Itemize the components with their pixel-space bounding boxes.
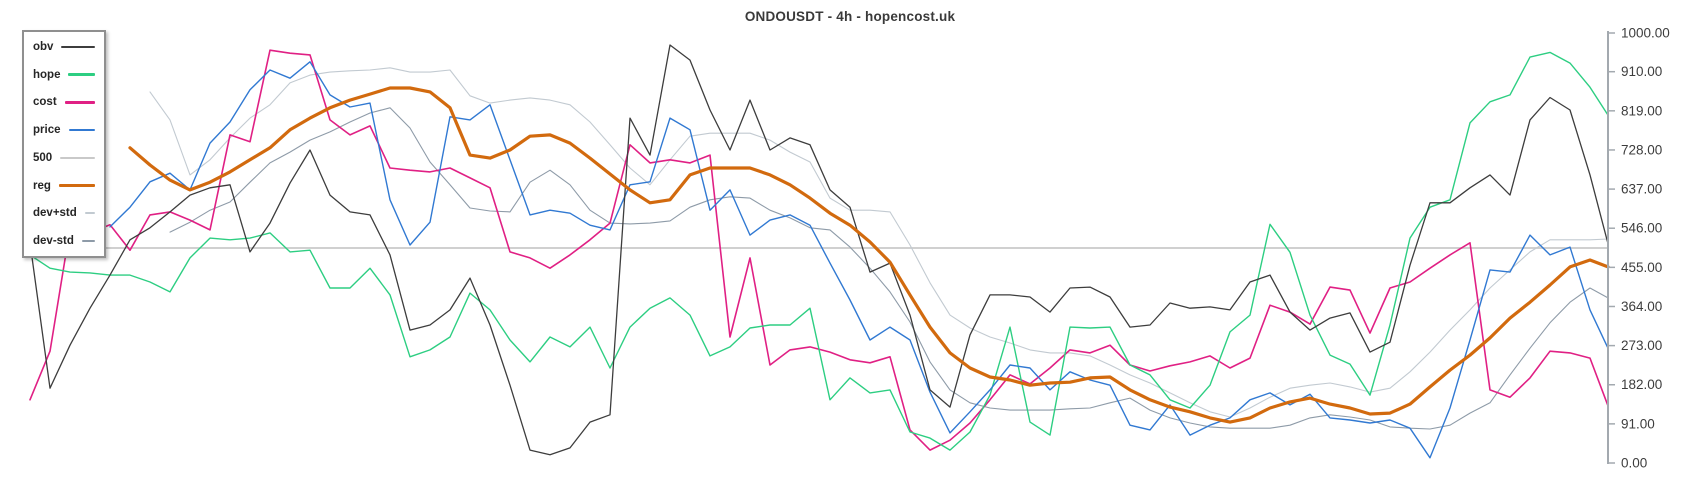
- legend-item-swatch: [58, 183, 95, 188]
- legend-item-hope: hope: [33, 69, 95, 81]
- y-axis-tick-label: 364.00: [1621, 299, 1662, 314]
- legend: obv hope cost price 500 reg dev+std dev-std: [22, 30, 106, 258]
- y-axis-tick-label: 91.00: [1621, 416, 1655, 431]
- y-axis-tick-label: 546.00: [1621, 221, 1662, 236]
- legend-item-swatch: [61, 45, 95, 49]
- legend-item-swatch: [60, 156, 95, 160]
- y-axis-tick-label: 637.00: [1621, 182, 1662, 197]
- y-axis-tick-label: 273.00: [1621, 338, 1662, 353]
- y-axis-tick-label: 455.00: [1621, 260, 1662, 275]
- legend-item-dev-std: dev-std: [33, 235, 95, 247]
- legend-item-label: dev-std: [33, 234, 74, 247]
- y-axis-tick-label: 910.00: [1621, 64, 1662, 79]
- series-line-obv: [29, 44, 1609, 456]
- legend-item-label: obv: [33, 41, 54, 53]
- legend-item-label: reg: [33, 179, 51, 192]
- legend-item-swatch: [64, 101, 95, 104]
- legend-item-swatch: [81, 239, 95, 243]
- legend-item-reg: reg: [33, 180, 95, 192]
- series-line-dev-std: [169, 107, 1609, 430]
- legend-item-label: dev+std: [33, 207, 77, 220]
- legend-item-label: 500: [33, 151, 53, 164]
- y-axis-tick-label: 819.00: [1621, 103, 1662, 118]
- series-line-cost: [29, 49, 1609, 451]
- legend-item-swatch: [68, 128, 95, 132]
- legend-item-label: cost: [33, 96, 57, 109]
- series-line-dev+std: [149, 67, 1609, 418]
- chart-title: ONDOUSDT - 4h - hopencost.uk: [744, 9, 956, 24]
- legend-item-500: 500: [33, 152, 95, 164]
- y-axis-tick-label: 1000.00: [1621, 26, 1670, 41]
- legend-item-label: price: [33, 124, 61, 137]
- series-line-hope: [29, 51, 1609, 451]
- y-axis-tick-label: 0.00: [1621, 456, 1647, 471]
- legend-item-obv: obv: [33, 41, 95, 53]
- legend-item-swatch: [84, 211, 95, 215]
- legend-item-label: hope: [33, 68, 61, 81]
- legend-item-price: price: [33, 124, 95, 136]
- legend-item-cost: cost: [33, 96, 95, 108]
- series-line-reg: [128, 86, 1610, 424]
- legend-item-dev+std: dev+std: [33, 207, 95, 219]
- y-axis-tick-label: 182.00: [1621, 377, 1662, 392]
- series-line-price: [109, 61, 1609, 459]
- y-axis-tick-label: 728.00: [1621, 142, 1662, 157]
- legend-item-swatch: [68, 73, 95, 76]
